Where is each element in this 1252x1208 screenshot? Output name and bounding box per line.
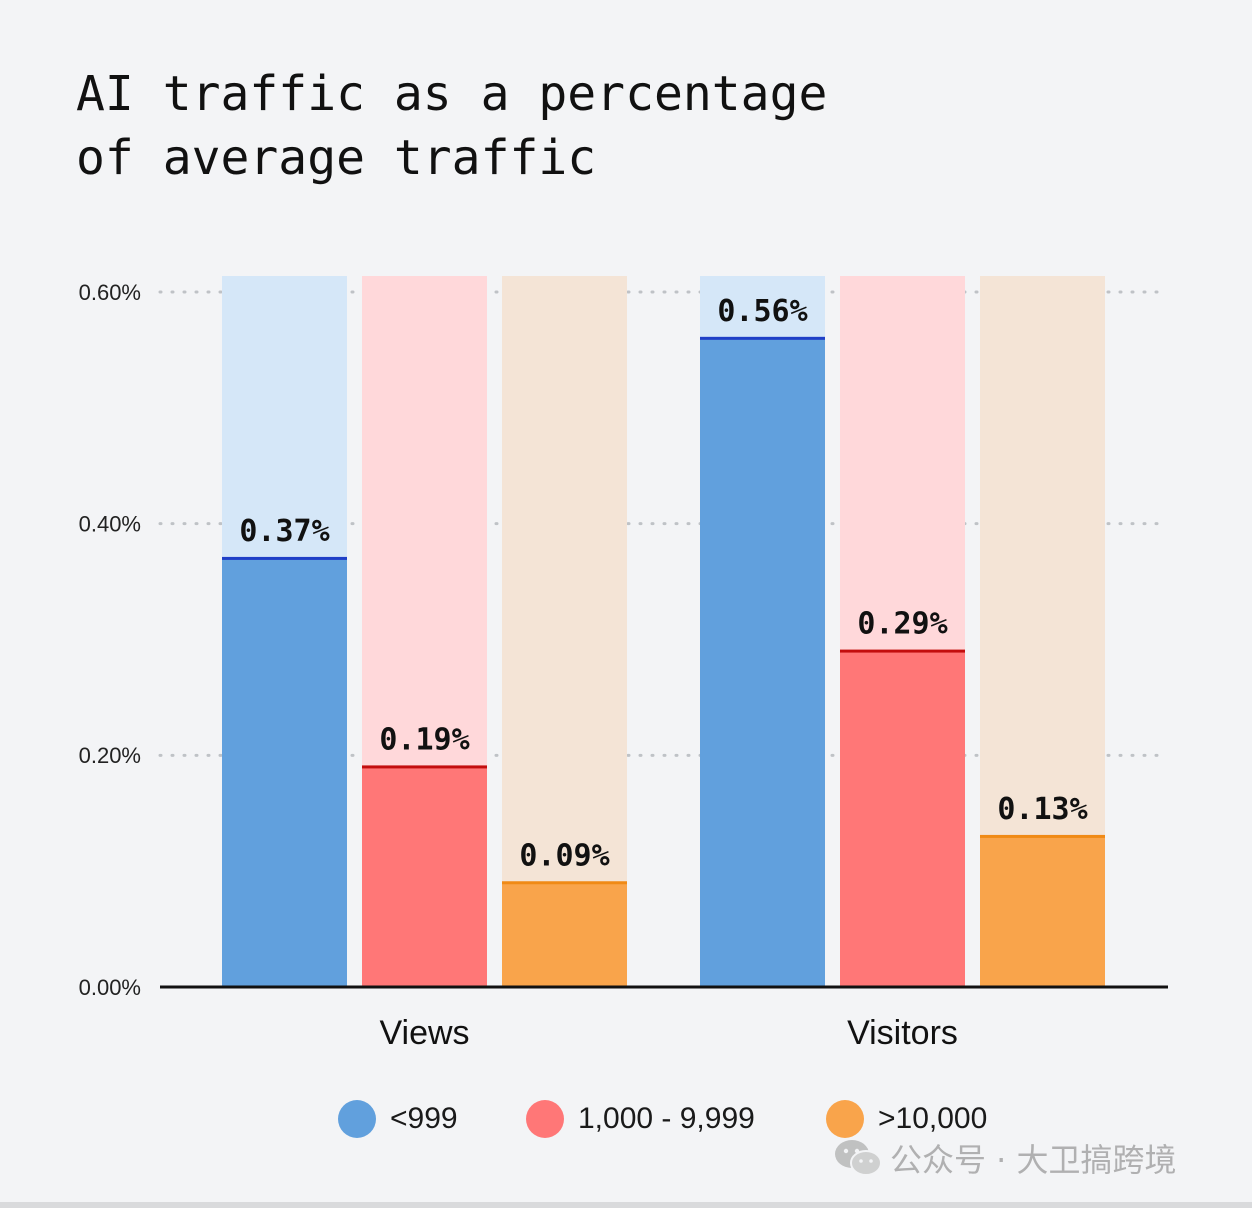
y-tick-label: 0.00% bbox=[79, 975, 141, 1000]
x-category-label: Views bbox=[379, 1014, 469, 1052]
wechat-icon bbox=[835, 1140, 882, 1176]
chart-title: AI traffic as a percentage of average tr… bbox=[76, 62, 827, 190]
legend-swatch-medium bbox=[526, 1100, 564, 1138]
bar bbox=[980, 836, 1105, 987]
chart-title-line-2: of average traffic bbox=[76, 130, 597, 186]
chart-title-line-1: AI traffic as a percentage bbox=[76, 66, 828, 122]
data-label: 0.19% bbox=[379, 722, 469, 757]
bar bbox=[502, 882, 627, 987]
legend-item-medium[interactable]: 1,000 - 9,999 bbox=[526, 1097, 755, 1141]
legend-swatch-small bbox=[338, 1100, 376, 1138]
watermark-text: 公众号 · 大卫搞跨境 bbox=[890, 1141, 1177, 1179]
y-tick-label: 0.20% bbox=[79, 743, 141, 768]
legend-label-small: <999 bbox=[390, 1102, 458, 1135]
y-tick-label: 0.60% bbox=[79, 280, 141, 305]
data-label: 0.13% bbox=[997, 792, 1087, 827]
x-category-label: Visitors bbox=[847, 1014, 958, 1052]
bar-background bbox=[502, 276, 627, 987]
legend-item-small[interactable]: <999 bbox=[338, 1097, 458, 1141]
legend-swatch-large bbox=[826, 1100, 864, 1138]
legend-label-medium: 1,000 - 9,999 bbox=[578, 1102, 755, 1135]
bar bbox=[362, 766, 487, 987]
data-label: 0.56% bbox=[717, 294, 807, 329]
data-label: 0.37% bbox=[239, 514, 329, 549]
bar-chart: 0.00% 0.20% 0.40% 0.60% 0.37% 0.19% 0.09% Views… bbox=[79, 276, 1170, 1052]
legend-label-large: >10,000 bbox=[878, 1102, 988, 1135]
bar-top-line bbox=[700, 336, 825, 340]
bar bbox=[222, 558, 347, 987]
data-label: 0.09% bbox=[519, 838, 609, 873]
bottom-divider bbox=[0, 1202, 1252, 1208]
bar-top-line bbox=[222, 556, 347, 560]
data-label: 0.29% bbox=[857, 607, 947, 642]
bar-top-line bbox=[502, 881, 627, 885]
bar-top-line bbox=[840, 649, 965, 653]
watermark: 公众号 · 大卫搞跨境 bbox=[834, 1136, 1177, 1180]
legend-item-large[interactable]: >10,000 bbox=[826, 1097, 987, 1141]
bar bbox=[840, 651, 965, 987]
bar-top-line bbox=[362, 765, 487, 769]
y-tick-label: 0.40% bbox=[79, 511, 141, 536]
bar bbox=[700, 338, 825, 987]
bar-top-line bbox=[980, 834, 1105, 838]
